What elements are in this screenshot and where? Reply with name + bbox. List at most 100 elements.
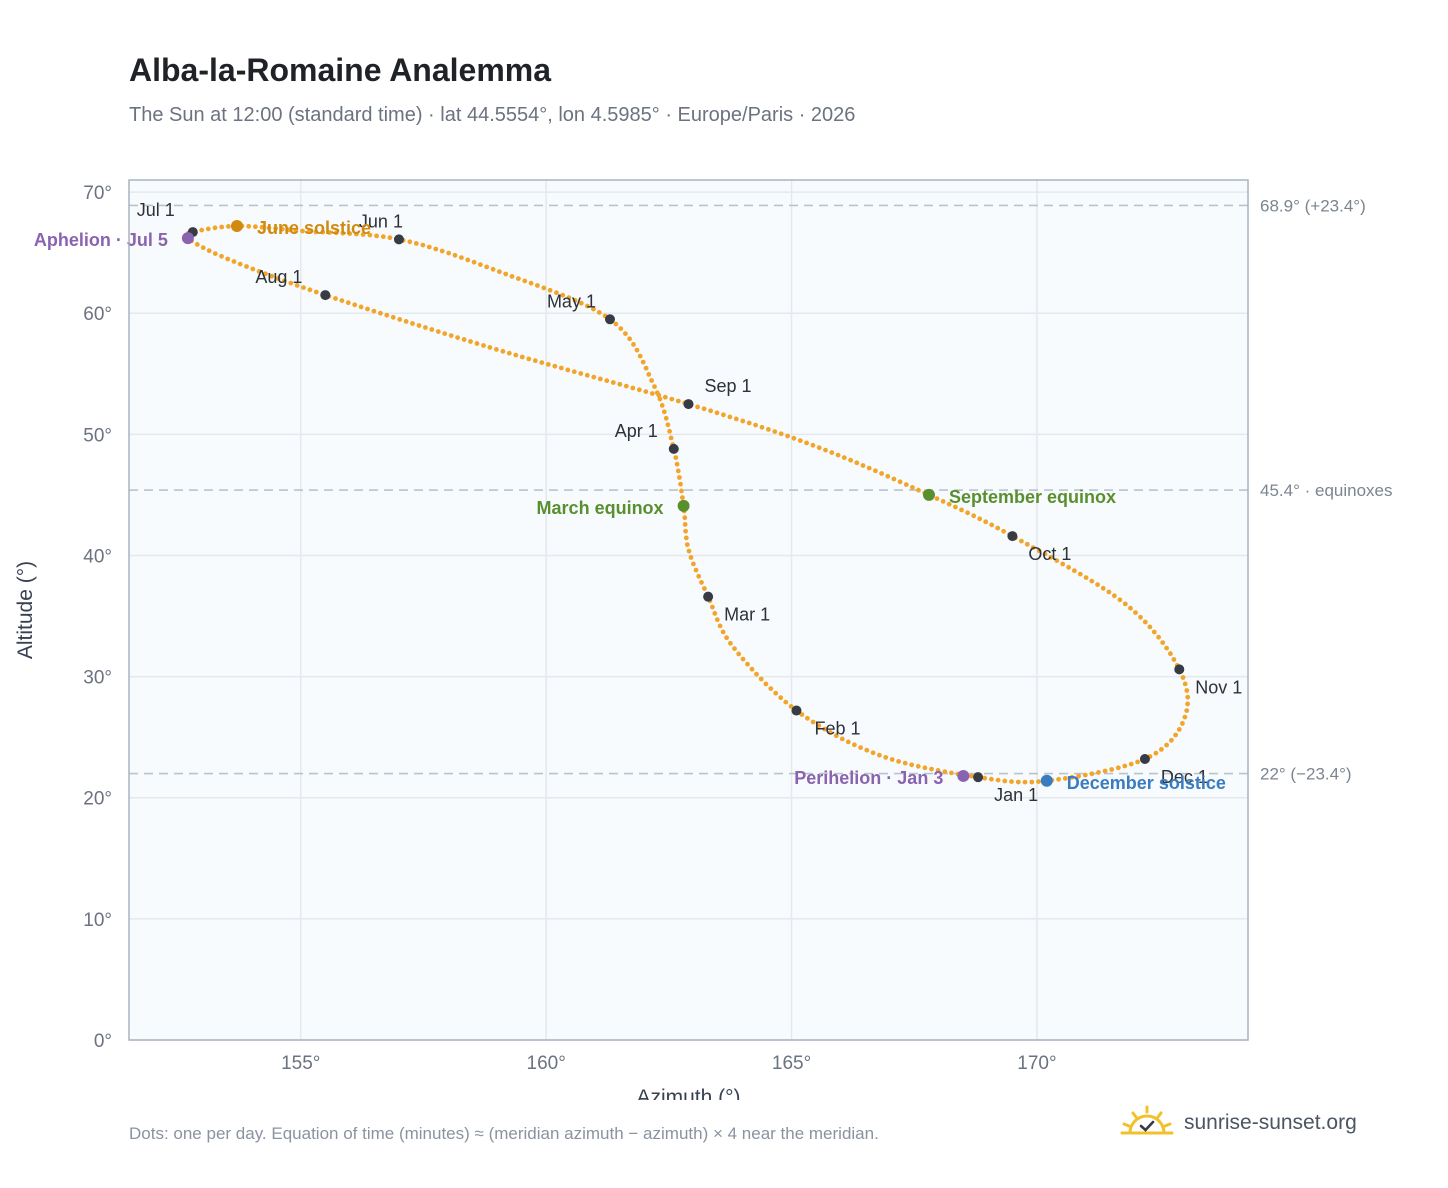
daily-dot xyxy=(1095,582,1100,587)
daily-dot xyxy=(822,726,827,732)
daily-dot xyxy=(858,745,863,750)
month-marker xyxy=(973,772,984,783)
daily-dot xyxy=(1089,578,1095,584)
daily-dot xyxy=(1185,701,1190,707)
daily-dot xyxy=(572,298,578,303)
x-axis: 155° 160° 165° 170° xyxy=(281,1053,1056,1074)
daily-dot xyxy=(367,232,373,238)
analemma-chart: 68.9° (+23.4°) 45.4° · equinoxes 22° (−23.… xyxy=(14,179,1393,1100)
daily-dot xyxy=(804,440,809,446)
daily-dot xyxy=(852,742,857,748)
daily-dot xyxy=(1147,624,1153,630)
month-label: Feb 1 xyxy=(814,719,860,739)
daily-dot xyxy=(300,228,305,234)
daily-dot xyxy=(668,435,674,441)
daily-dot xyxy=(736,651,742,657)
daily-dot xyxy=(763,681,769,687)
daily-dot xyxy=(1173,732,1178,738)
daily-dot xyxy=(896,759,901,764)
daily-dot xyxy=(839,736,845,742)
daily-dot xyxy=(773,690,779,696)
daily-dot xyxy=(1159,747,1164,752)
daily-dot xyxy=(354,231,359,237)
daily-dot xyxy=(971,513,977,519)
daily-dot xyxy=(623,383,629,389)
daily-dot xyxy=(680,495,685,500)
daily-dot xyxy=(663,415,669,421)
daily-dot xyxy=(194,242,200,247)
month-label: Oct 1 xyxy=(1028,544,1071,564)
daily-dot xyxy=(733,416,739,422)
daily-dot xyxy=(327,230,332,235)
daily-dot xyxy=(1019,538,1024,544)
daily-dot xyxy=(490,266,496,272)
daily-dot xyxy=(688,555,694,560)
daily-dot xyxy=(1072,568,1077,574)
daily-dot xyxy=(848,457,853,463)
daily-dot xyxy=(452,252,458,258)
daily-dot xyxy=(749,666,755,672)
daily-dot xyxy=(1164,645,1169,651)
daily-dot xyxy=(1100,585,1106,591)
daily-dot xyxy=(547,287,553,293)
grid-lines xyxy=(129,180,1248,1041)
daily-dot xyxy=(471,259,477,265)
daily-dot xyxy=(686,548,692,554)
daily-dot xyxy=(313,289,319,295)
brand-logo[interactable]: sunrise-sunset.org xyxy=(1120,1103,1357,1143)
daily-dot xyxy=(313,229,319,235)
x-tick-label: 170° xyxy=(1017,1053,1056,1074)
daily-dot xyxy=(439,248,445,254)
daily-dot xyxy=(677,475,682,480)
daily-dot xyxy=(578,300,584,306)
daily-dot xyxy=(513,352,519,358)
daily-dot xyxy=(532,358,538,364)
daily-dot xyxy=(949,770,954,776)
daily-dot xyxy=(1106,589,1112,595)
daily-dot xyxy=(791,435,797,441)
daily-dot xyxy=(866,465,872,471)
daily-dot xyxy=(1153,750,1159,756)
daily-dot xyxy=(585,303,590,309)
daily-dot xyxy=(506,350,512,356)
daily-dot xyxy=(378,310,383,316)
daily-dot xyxy=(942,769,948,775)
daily-dot xyxy=(1169,737,1174,743)
daily-dot xyxy=(766,427,771,432)
month-label: Mar 1 xyxy=(724,605,770,625)
daily-dot xyxy=(693,567,699,573)
daily-dot xyxy=(1180,721,1185,726)
daily-dot xyxy=(286,227,292,233)
daily-dot xyxy=(903,482,909,487)
daily-dot xyxy=(623,331,628,336)
daily-dot xyxy=(969,773,974,779)
daily-dot xyxy=(1112,593,1117,599)
daily-dot xyxy=(347,231,353,237)
daily-dot xyxy=(1042,551,1048,557)
daily-dot xyxy=(864,747,870,753)
daily-dot xyxy=(481,343,486,348)
plot-area xyxy=(129,180,1248,1040)
daily-dot xyxy=(584,372,590,378)
daily-dot xyxy=(714,410,720,416)
daily-dot xyxy=(591,306,596,312)
daily-dot xyxy=(989,522,995,528)
daily-dot xyxy=(889,757,895,762)
aphelion-label: Aphelion · Jul 5 xyxy=(34,230,168,250)
footnote: Dots: one per day. Equation of time (min… xyxy=(129,1124,879,1143)
daily-dot xyxy=(374,233,379,239)
daily-dot xyxy=(1182,714,1188,720)
daily-dot xyxy=(1082,772,1088,778)
daily-dot xyxy=(657,396,663,402)
brand-name[interactable]: sunrise-sunset.org xyxy=(1184,1111,1357,1134)
daily-dot xyxy=(516,276,521,281)
daily-dot xyxy=(885,473,891,479)
daily-dot xyxy=(237,261,243,267)
daily-dot xyxy=(649,378,654,383)
daily-dot xyxy=(397,317,403,322)
daily-dot xyxy=(675,468,681,474)
daily-dot xyxy=(617,381,623,387)
daily-dot xyxy=(294,283,300,288)
daily-dot xyxy=(1062,776,1068,781)
daily-dot xyxy=(683,528,688,534)
